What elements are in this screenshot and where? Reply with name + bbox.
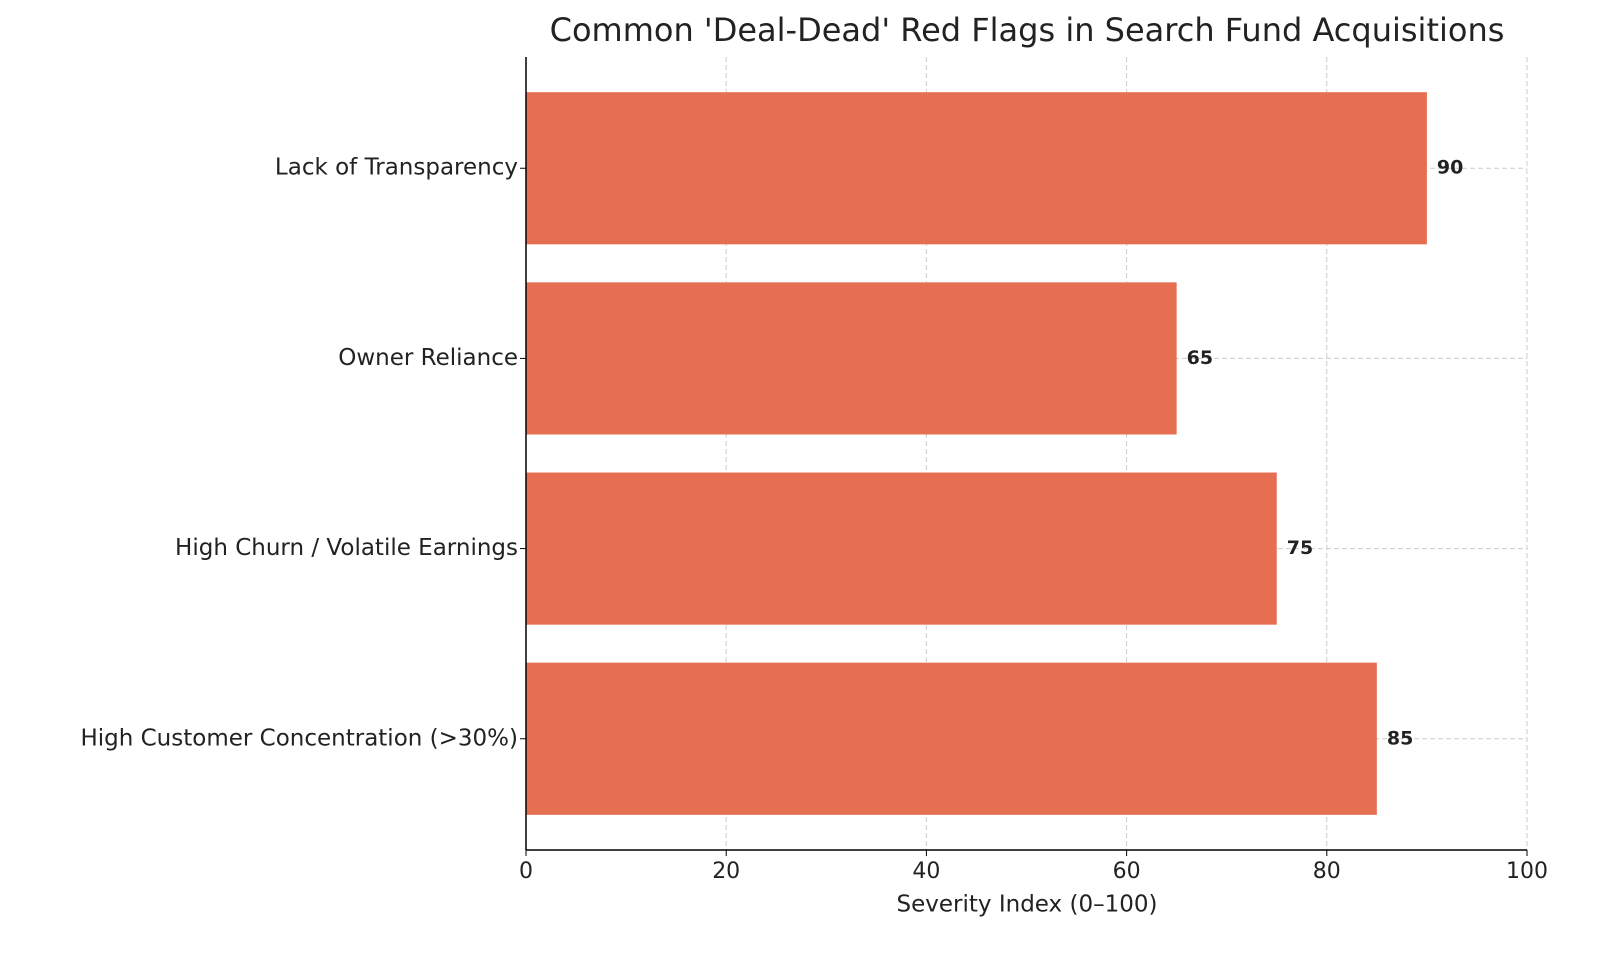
x-tick-label: 100 [1506,859,1548,884]
x-tick-label: 0 [519,859,533,884]
bar [526,282,1177,435]
value-label: 75 [1287,537,1313,559]
x-tick-label: 80 [1313,859,1341,884]
x-tick-label: 20 [712,859,740,884]
bar [526,92,1427,245]
bar [526,472,1277,625]
value-label: 65 [1187,347,1213,369]
x-tick-label: 60 [1113,859,1141,884]
value-label: 85 [1387,727,1413,749]
chart-title: Common 'Deal-Dead' Red Flags in Search F… [550,11,1505,49]
y-tick-label: Owner Reliance [338,345,518,371]
x-tick-label: 40 [912,859,940,884]
y-tick-label: High Churn / Volatile Earnings [175,535,518,561]
bar [526,662,1377,815]
y-tick-label: High Customer Concentration (>30%) [80,725,518,751]
value-label: 90 [1437,157,1463,179]
x-axis-label: Severity Index (0–100) [897,892,1158,918]
y-tick-label: Lack of Transparency [275,155,518,181]
